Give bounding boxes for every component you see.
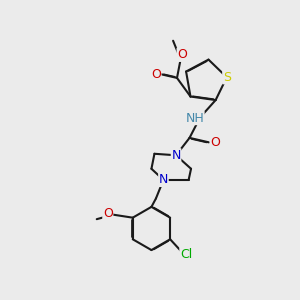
Text: Cl: Cl [180, 248, 192, 261]
Text: O: O [151, 68, 161, 81]
Text: S: S [223, 71, 231, 84]
Text: N: N [159, 173, 168, 186]
Text: O: O [103, 207, 113, 220]
Text: NH: NH [185, 112, 204, 124]
Text: N: N [171, 149, 181, 162]
Text: O: O [177, 48, 187, 61]
Text: O: O [210, 136, 220, 149]
